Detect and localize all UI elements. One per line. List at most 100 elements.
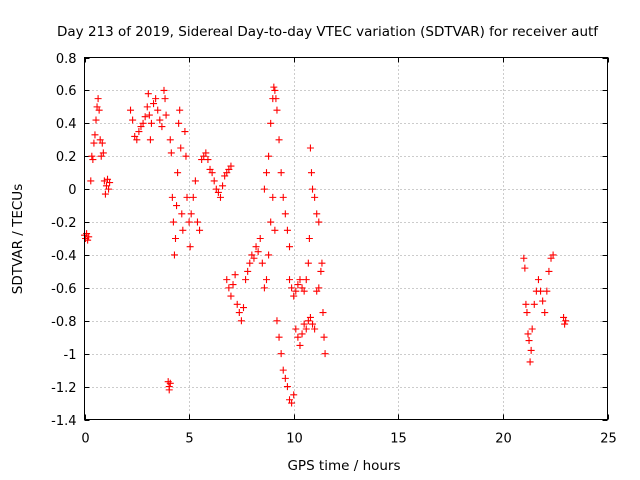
data-point	[214, 188, 222, 196]
plot-frame	[84, 57, 608, 420]
data-point	[265, 152, 273, 160]
chart-title: Day 213 of 2019, Sidereal Day-to-day VTE…	[57, 24, 599, 40]
data-point	[294, 281, 302, 289]
data-point	[147, 119, 155, 127]
x-tick-label: 20	[495, 432, 512, 447]
data-point	[239, 304, 247, 312]
data-point	[88, 152, 96, 160]
y-tick-label: -1	[64, 348, 77, 363]
y-tick-label: 0.6	[56, 84, 77, 99]
data-point	[87, 177, 95, 185]
data-point	[290, 391, 298, 399]
data-point	[196, 226, 204, 234]
data-point	[185, 218, 193, 226]
data-point	[143, 103, 151, 111]
data-point	[162, 111, 170, 119]
y-tick-label: 0.4	[56, 117, 77, 132]
data-point	[272, 95, 280, 103]
y-tick-label: -1.2	[51, 381, 76, 396]
data-point	[288, 399, 296, 407]
data-point	[269, 193, 277, 201]
data-point	[271, 226, 279, 234]
data-point	[260, 185, 268, 193]
data-point	[315, 284, 323, 292]
data-point	[530, 300, 538, 308]
data-point	[277, 350, 285, 358]
data-point	[191, 177, 199, 185]
data-point	[168, 193, 176, 201]
data-point	[273, 317, 281, 325]
data-point	[521, 264, 529, 272]
data-point	[141, 113, 149, 121]
data-point	[275, 333, 283, 341]
data-point	[306, 144, 314, 152]
data-point	[309, 320, 317, 328]
data-point	[527, 346, 535, 354]
data-point	[166, 379, 174, 387]
data-point	[187, 210, 195, 218]
data-point	[523, 309, 531, 317]
data-point	[91, 131, 99, 139]
y-tick-label: 0	[68, 183, 76, 198]
data-point	[237, 317, 245, 325]
data-point	[177, 144, 185, 152]
data-point	[244, 267, 252, 275]
x-tick-label: 5	[185, 432, 193, 447]
data-point	[302, 325, 310, 333]
data-points	[81, 83, 570, 407]
data-point	[298, 330, 306, 338]
data-point	[229, 281, 237, 289]
data-point	[252, 243, 260, 251]
data-point	[277, 169, 285, 177]
data-point	[129, 116, 137, 124]
data-point	[539, 297, 547, 305]
data-point	[223, 276, 231, 284]
data-point	[317, 267, 325, 275]
data-point	[182, 152, 190, 160]
data-point	[106, 179, 114, 187]
data-point	[263, 276, 271, 284]
x-tick-label: 10	[286, 432, 303, 447]
data-point	[270, 83, 278, 91]
y-tick-label: -0.8	[51, 315, 76, 330]
data-point	[254, 248, 262, 256]
data-point	[562, 317, 570, 325]
data-point	[541, 309, 549, 317]
data-point	[95, 106, 103, 114]
data-point	[181, 128, 189, 136]
data-point	[160, 86, 168, 94]
x-tick-label: 0	[81, 432, 89, 447]
data-point	[275, 136, 283, 144]
ticks-layer	[84, 57, 609, 421]
x-tick-label: 25	[600, 432, 617, 447]
data-point	[273, 106, 281, 114]
data-point	[189, 193, 197, 201]
x-tick-label: 15	[390, 432, 407, 447]
data-point	[294, 333, 302, 341]
data-point	[315, 218, 323, 226]
data-point	[242, 276, 250, 284]
data-point	[522, 300, 530, 308]
y-tick-label: -0.6	[51, 282, 76, 297]
y-tick-label: -0.4	[51, 249, 76, 264]
data-point	[127, 106, 135, 114]
data-point	[313, 210, 321, 218]
data-point	[225, 284, 233, 292]
data-point	[94, 95, 102, 103]
y-tick-label: 0.8	[56, 52, 77, 67]
data-point	[158, 123, 166, 131]
data-point	[260, 284, 268, 292]
data-point	[263, 169, 271, 177]
data-point	[296, 276, 304, 284]
data-point	[537, 287, 545, 295]
data-point	[105, 185, 113, 193]
y-tick-label: -0.2	[51, 216, 76, 231]
data-point	[219, 182, 227, 190]
data-point	[156, 116, 164, 124]
grid-layer	[84, 57, 608, 420]
data-point	[210, 177, 218, 185]
data-point	[246, 259, 254, 267]
data-point	[534, 276, 542, 284]
data-point	[152, 95, 160, 103]
data-point	[279, 366, 287, 374]
